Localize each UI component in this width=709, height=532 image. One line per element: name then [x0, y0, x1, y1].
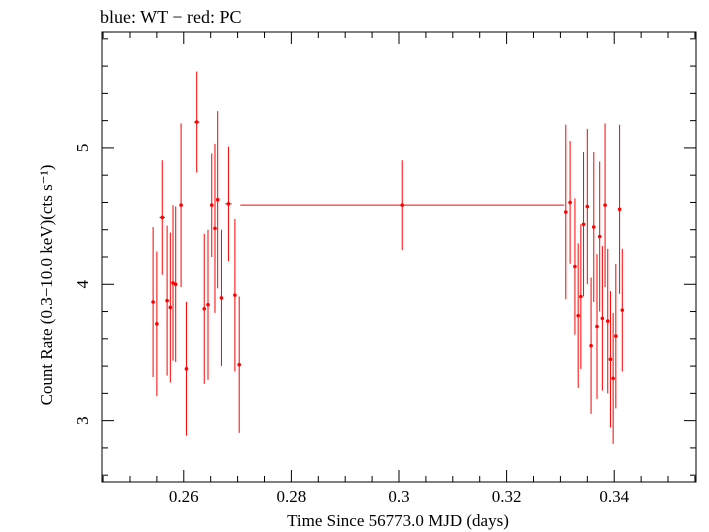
- x-axis-label: Time Since 56773.0 MJD (days): [287, 511, 509, 530]
- data-point: [579, 224, 583, 369]
- data-point: [173, 206, 178, 362]
- data-point: [568, 141, 572, 264]
- point-marker: [617, 207, 622, 212]
- plot-frame-border: [101, 31, 697, 483]
- point-marker: [168, 305, 173, 310]
- data-point: [194, 71, 200, 173]
- point-marker: [611, 376, 615, 381]
- point-marker: [155, 322, 159, 326]
- data-point: [179, 123, 183, 287]
- point-marker: [179, 203, 183, 207]
- point-marker: [595, 324, 599, 329]
- chart-title: blue: WT − red: PC: [100, 7, 241, 27]
- point-marker: [171, 281, 175, 285]
- point-marker: [237, 362, 242, 367]
- x-tick-label: 0.26: [169, 487, 199, 506]
- point-marker: [591, 225, 596, 229]
- data-point: [159, 160, 165, 275]
- point-marker: [206, 302, 210, 307]
- point-marker: [579, 294, 583, 299]
- y-tick-label: 5: [73, 144, 92, 153]
- data-point: [591, 152, 596, 302]
- data-point: [184, 302, 189, 436]
- plot-frame: [101, 31, 697, 483]
- point-marker: [589, 343, 593, 348]
- point-marker: [614, 334, 618, 338]
- point-marker: [597, 234, 602, 239]
- data-point: [168, 232, 173, 383]
- data-point: [151, 227, 155, 377]
- data-point: [563, 124, 568, 300]
- x-tick-label: 0.34: [599, 487, 629, 506]
- data-point: [600, 246, 605, 391]
- data-point: [573, 198, 577, 335]
- data-point: [608, 291, 613, 428]
- point-marker: [576, 313, 580, 318]
- data-point: [576, 243, 580, 388]
- point-marker: [233, 293, 237, 297]
- point-marker: [620, 308, 625, 312]
- x-tick-label: 0.28: [277, 487, 307, 506]
- point-marker: [219, 296, 224, 300]
- point-marker: [165, 298, 169, 303]
- point-marker: [600, 316, 605, 321]
- x-tick-label: 0.3: [388, 487, 409, 506]
- data-point: [581, 152, 586, 297]
- data-point: [620, 248, 625, 372]
- data-point: [237, 296, 242, 433]
- data-point: [614, 263, 618, 409]
- data-point: [165, 225, 169, 376]
- data-point: [605, 248, 610, 394]
- point-marker: [151, 300, 155, 304]
- data-point: [171, 205, 175, 361]
- point-marker: [603, 203, 607, 207]
- data-point: [597, 161, 602, 312]
- data-point: [603, 123, 607, 287]
- point-marker: [573, 264, 577, 269]
- data-point: [585, 128, 590, 285]
- point-marker: [226, 202, 231, 206]
- point-marker: [400, 203, 405, 207]
- point-marker: [563, 210, 568, 214]
- data-point: [240, 160, 565, 251]
- point-marker: [581, 222, 586, 227]
- data-point: [206, 229, 210, 380]
- x-tick-labels: 0.26 0.28 0.3 0.32 0.34: [169, 487, 630, 506]
- point-marker: [202, 307, 207, 311]
- data-point: [225, 146, 232, 262]
- data-point: [233, 218, 237, 372]
- data-points: [151, 71, 625, 444]
- data-point: [155, 251, 159, 397]
- y-tick-labels: 3 4 5: [73, 144, 92, 425]
- data-point: [209, 153, 214, 257]
- y-tick-label: 4: [73, 280, 92, 289]
- axis-ticks: [102, 32, 696, 482]
- data-point: [213, 143, 217, 313]
- x-tick-label: 0.32: [492, 487, 522, 506]
- point-marker: [585, 204, 590, 209]
- y-axis-label: Count Rate (0.3−10.0 keV)(cts s⁻¹): [37, 165, 56, 406]
- y-tick-label: 3: [73, 416, 92, 425]
- point-marker: [215, 197, 220, 202]
- data-point: [202, 233, 207, 384]
- point-marker: [209, 203, 214, 207]
- data-point: [219, 229, 224, 367]
- data-point: [617, 124, 622, 294]
- point-marker: [568, 200, 572, 205]
- point-marker: [608, 357, 613, 362]
- point-marker: [173, 282, 178, 287]
- point-marker: [160, 215, 165, 220]
- point-marker: [184, 367, 189, 371]
- data-point: [589, 277, 593, 414]
- data-point: [215, 111, 220, 289]
- data-point: [611, 312, 615, 444]
- data-point: [595, 254, 599, 399]
- point-marker: [213, 226, 217, 231]
- point-marker: [194, 120, 199, 124]
- point-marker: [605, 319, 610, 323]
